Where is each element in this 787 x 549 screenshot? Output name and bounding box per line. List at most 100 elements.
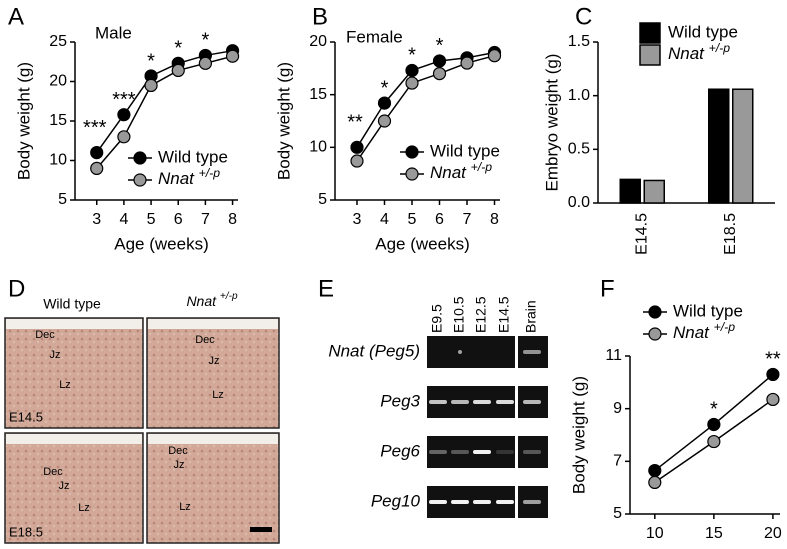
x-tick-label: 6: [174, 211, 183, 228]
gene-label: Nnat (Peg5): [328, 341, 420, 360]
histology-image: [4, 317, 144, 429]
significance: *: [147, 50, 155, 72]
y-tick-label: 5: [58, 191, 67, 208]
gel-band: [451, 500, 469, 504]
scale-bar: [250, 527, 272, 532]
legend-label: Nnat +/-p: [430, 160, 492, 182]
data-point: [766, 367, 780, 382]
x-tick-label: 6: [435, 211, 444, 228]
y-tick-label: 5: [318, 191, 327, 208]
legend-label: Wild type: [673, 301, 743, 320]
lane-label: E9.5: [429, 304, 445, 333]
gel-image: [518, 436, 548, 468]
data-point: [350, 140, 364, 154]
legend-marker: [405, 145, 419, 159]
region-label: Lz: [212, 389, 224, 401]
gel-band: [473, 450, 491, 454]
panel-letter: E: [318, 275, 334, 302]
data-point: [766, 392, 780, 407]
region-label: Lz: [59, 379, 71, 391]
significance: *: [381, 77, 389, 99]
legend-label: Wild type: [668, 22, 738, 41]
region-label: Lz: [78, 502, 90, 514]
y-tick-label: 10: [49, 152, 67, 169]
significance: *: [408, 45, 416, 67]
region-label: Dec: [43, 466, 63, 478]
x-axis-label: Age (weeks): [114, 234, 208, 253]
gel-band: [523, 350, 541, 354]
x-tick-label: E14.5: [633, 213, 650, 255]
gel-band: [451, 450, 469, 454]
panel-letter: D: [8, 275, 25, 302]
gel-band: [429, 500, 447, 504]
gene-label: Peg10: [371, 491, 421, 510]
significance: **: [347, 112, 363, 134]
y-tick-label: 5: [613, 505, 622, 522]
data-point: [117, 130, 131, 144]
lane-label: E14.5: [496, 296, 512, 333]
legend-label: Wild type: [430, 141, 500, 160]
image-background: [148, 434, 278, 444]
x-tick-label: 4: [119, 211, 128, 228]
legend-marker: [405, 167, 419, 181]
x-tick-label: 5: [408, 211, 417, 228]
data-point: [90, 161, 104, 175]
y-tick-label: 0.5: [568, 141, 590, 158]
y-axis-label: Embryo weight (g): [542, 54, 561, 192]
x-tick-label: 3: [92, 211, 101, 228]
chart-title: Male: [95, 23, 132, 42]
data-point: [405, 63, 419, 78]
y-tick-label: 20: [309, 33, 327, 50]
region-label: Dec: [195, 334, 215, 346]
y-tick-label: 20: [49, 73, 67, 90]
gel-image: [427, 336, 515, 368]
data-point: [171, 63, 185, 78]
region-label: Jz: [174, 459, 185, 471]
column-header: Nnat +/-p: [186, 291, 238, 309]
data-point: [648, 475, 662, 489]
legend-label: Nnat +/-p: [158, 166, 220, 188]
x-tick-label: 7: [463, 211, 472, 228]
legend-swatch: [639, 22, 661, 44]
stage-label: E18.5: [9, 524, 43, 539]
histology-image: [146, 317, 280, 429]
histology-image: [146, 432, 280, 544]
data-point: [225, 49, 240, 63]
image-background: [6, 319, 142, 329]
gene-label: Peg3: [380, 391, 420, 410]
data-point: [90, 146, 104, 160]
legend-swatch: [639, 44, 661, 66]
gel-band: [451, 400, 469, 404]
y-tick-label: 10: [309, 139, 327, 156]
data-point: [707, 434, 721, 449]
x-tick-label: 10: [646, 525, 664, 542]
gel-band: [496, 400, 514, 404]
y-tick-label: 1.5: [568, 33, 590, 50]
data-point: [377, 114, 392, 128]
panel-letter: F: [600, 275, 615, 302]
x-tick-label: 7: [201, 211, 210, 228]
data-point: [405, 76, 419, 90]
bar: [708, 88, 730, 204]
x-tick-label: 4: [380, 211, 389, 228]
histology-image: [4, 432, 144, 544]
gel-band: [473, 400, 491, 404]
data-point: [350, 154, 364, 168]
y-tick-label: 25: [49, 33, 67, 50]
column-header: Wild type: [43, 296, 101, 312]
image-background: [148, 319, 278, 329]
legend-marker: [133, 151, 147, 165]
lane-label: Brain: [523, 300, 539, 333]
y-tick-label: 0.0: [568, 194, 590, 211]
region-label: Jz: [209, 355, 220, 367]
significance: *: [202, 30, 210, 52]
region-label: Jz: [50, 349, 61, 361]
y-tick-label: 9: [613, 400, 622, 417]
bar: [643, 179, 665, 204]
gel-image: [427, 436, 515, 468]
gel-band: [523, 500, 541, 504]
image-background: [6, 434, 142, 444]
x-axis-label: Age (weeks): [375, 234, 469, 253]
region-label: Dec: [168, 445, 188, 457]
